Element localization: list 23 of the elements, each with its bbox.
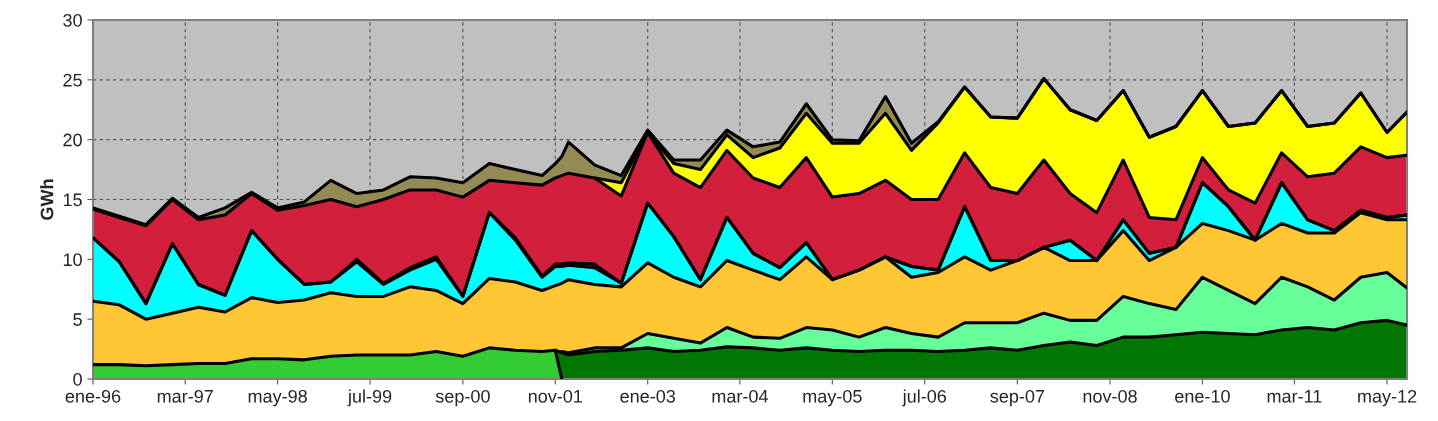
y-tick-label: 30: [63, 13, 82, 27]
y-tick-label: 0: [73, 372, 82, 386]
y-tick-label: 15: [63, 193, 82, 207]
y-tick-label: 5: [73, 313, 82, 326]
x-tick-label: mar-11: [1267, 390, 1322, 403]
x-tick-label: ene-03: [620, 389, 676, 403]
x-tick-label: jul-06: [902, 389, 947, 407]
y-tick-label: 10: [63, 253, 82, 267]
x-tick-label: may-98: [248, 389, 307, 407]
y-axis-title: GWh: [40, 179, 54, 220]
y-tick-label: 25: [63, 73, 82, 87]
x-tick-label: sep-07: [990, 389, 1045, 407]
x-tick-label: mar-04: [712, 389, 768, 403]
x-tick-label: ene-96: [65, 389, 121, 403]
x-tick-label: mar-97: [157, 389, 213, 403]
x-tick-label: nov-08: [1083, 389, 1137, 403]
x-tick-label: may-05: [803, 389, 862, 407]
y-tick-label: 20: [63, 133, 82, 147]
x-tick-label: jul-99: [347, 389, 392, 407]
x-tick-label: nov-01: [528, 389, 583, 403]
x-tick-label: sep-00: [435, 389, 490, 407]
x-tick-label: may-12: [1358, 389, 1417, 407]
x-tick-label: ene-10: [1175, 389, 1230, 403]
